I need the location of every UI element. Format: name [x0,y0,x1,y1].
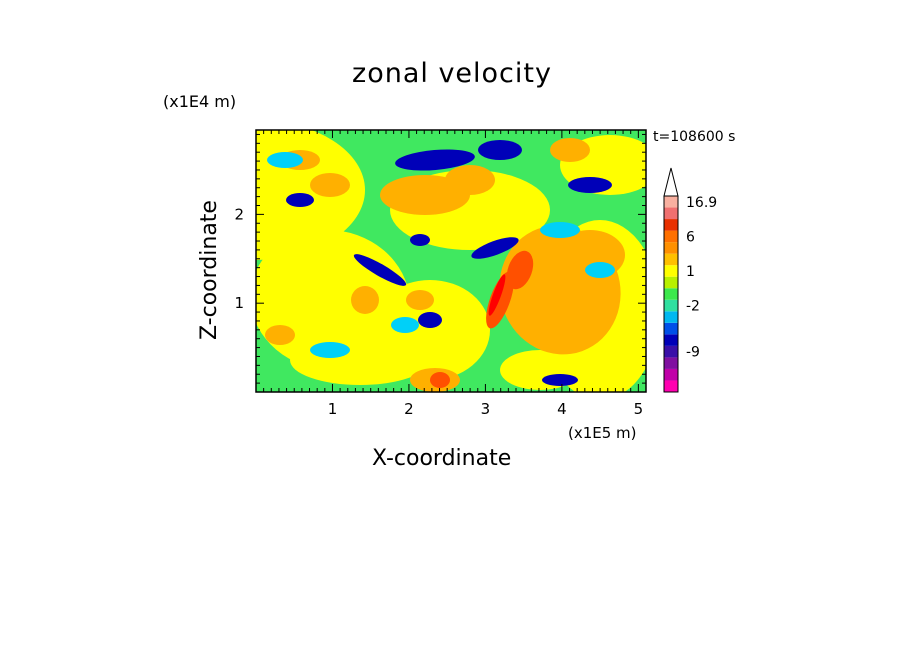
colorbar: 16.9 6 1 -2 -9 [663,167,717,393]
velocity-contour [265,325,295,345]
velocity-contour [471,237,519,259]
x-tick-label: 1 [328,400,338,418]
colorbar-level [664,265,678,277]
x-tick-label: 3 [481,400,491,418]
axis-ticks: 1 2 3 4 5 1 2 [234,130,647,418]
colorbar-label: -9 [686,345,700,361]
velocity-contour [430,372,450,388]
colorbar-level [664,219,678,231]
colorbar-level [664,196,678,208]
colorbar-extend-arrow [663,167,679,197]
colorbar-level [664,276,678,289]
colorbar-label: 16.9 [686,195,717,211]
x-tick-label: 5 [634,400,644,418]
velocity-contour [585,262,615,278]
colorbar-level [664,299,678,312]
velocity-contour [488,274,506,316]
colorbar-level [664,230,678,243]
velocity-contour [290,335,430,385]
velocity-contour [351,286,379,314]
chart-title: zonal velocity [352,58,552,89]
colorbar-label: 6 [686,229,695,245]
velocity-contour [418,312,442,328]
colorbar-level [664,334,678,346]
x-tick-label: 4 [557,400,567,418]
velocity-contour [486,271,514,329]
y-tick-label: 1 [234,294,244,312]
velocity-contour [310,173,350,197]
colorbar-level [664,345,678,358]
velocity-contour [395,149,475,171]
velocity-contour [267,152,303,168]
y-tick-label: 2 [234,205,244,223]
velocity-contour [568,177,612,193]
x-axis-unit: (x1E5 m) [568,424,637,442]
velocity-field [256,130,646,392]
colorbar-label: -2 [686,299,700,315]
velocity-contour [445,165,495,195]
velocity-contour [550,138,590,162]
colorbar-level [664,368,678,381]
colorbar-level [664,311,678,323]
plot-frame [255,129,647,393]
colorbar-level [664,288,678,300]
velocity-contour [478,140,522,160]
velocity-contour [353,254,407,286]
y-axis-unit: (x1E4 m) [163,92,237,111]
x-axis-label: X-coordinate [372,446,512,471]
velocity-contour [410,234,430,246]
colorbar-level [664,242,678,254]
velocity-contour [540,222,580,238]
colorbar-level [664,380,678,392]
velocity-contour [506,250,534,290]
colorbar-level [664,207,678,220]
velocity-contour [310,342,350,358]
velocity-contour [406,290,434,310]
velocity-contour [286,193,314,207]
velocity-contour [391,317,419,333]
time-label: t=108600 s [653,129,736,145]
x-tick-label: 2 [404,400,414,418]
velocity-contour [542,374,578,386]
colorbar-level [664,253,678,266]
colorbar-level [664,357,678,369]
colorbar-level [664,322,678,335]
colorbar-label: 1 [686,264,695,280]
